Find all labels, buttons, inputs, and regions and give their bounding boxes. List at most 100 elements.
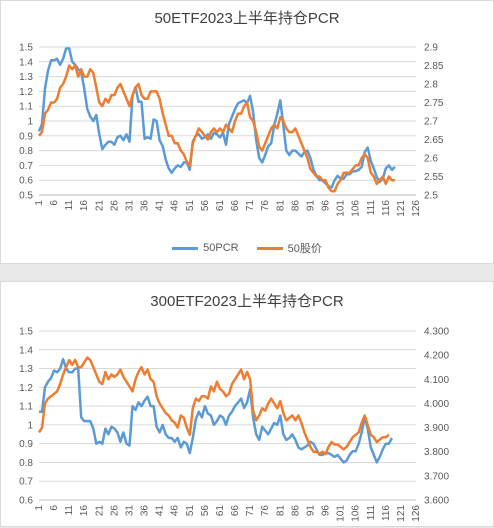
x-tick-label: 6: [49, 505, 60, 511]
x-tick-label: 1: [34, 200, 45, 206]
y-right-tick-label: 2.9: [424, 43, 438, 54]
x-tick-label: 56: [200, 200, 211, 212]
x-tick-label: 66: [230, 505, 241, 517]
legend-swatch-pcr: [172, 246, 199, 250]
y-left-tick-label: 0.9: [19, 439, 33, 450]
y-left-tick-label: 1.1: [19, 402, 33, 413]
y-right-tick-label: 2.55: [424, 172, 444, 183]
x-tick-label: 91: [305, 200, 316, 212]
x-tick-label: 56: [200, 505, 211, 517]
y-right-tick-label: 2.6: [424, 154, 438, 165]
x-tick-label: 11: [64, 505, 75, 516]
y-right-tick-label: 2.85: [424, 61, 444, 72]
y-left-tick-label: 0.7: [19, 161, 33, 172]
x-tick-label: 76: [260, 200, 271, 212]
y-left-tick-label: 1.5: [19, 43, 33, 54]
x-tick-label: 111: [366, 505, 377, 521]
legend-label: 50股价: [287, 243, 322, 255]
x-tick-label: 71: [245, 200, 256, 212]
y-left-tick-label: 1.4: [19, 57, 33, 68]
legend-label: 50PCR: [203, 242, 239, 254]
x-tick-label: 111: [366, 200, 377, 216]
y-left-tick-label: 1.3: [19, 364, 33, 375]
x-tick-label: 126: [411, 505, 422, 522]
x-tick-label: 31: [124, 505, 135, 517]
y-left-tick-label: 1.4: [19, 345, 33, 356]
y-right-tick-label: 4.200: [424, 351, 449, 362]
y-right-tick-label: 4.300: [424, 327, 449, 338]
x-tick-label: 76: [260, 505, 271, 517]
y-right-tick-label: 3.900: [424, 423, 449, 434]
x-tick-label: 46: [170, 505, 181, 517]
y-left-tick-label: 0.9: [19, 131, 33, 142]
chart-legend: 50PCR 50股价: [1, 240, 493, 256]
y-left-tick-label: 1.3: [19, 72, 33, 83]
x-tick-label: 41: [155, 505, 166, 517]
y-right-tick-label: 4.000: [424, 399, 449, 410]
legend-item-50pcr: 50PCR: [172, 240, 239, 256]
y-right-tick-label: 2.8: [424, 80, 438, 91]
y-left-tick-label: 0.8: [19, 458, 33, 469]
x-tick-label: 21: [94, 200, 105, 212]
y-left-tick-label: 0.6: [19, 496, 33, 507]
y-left-tick-label: 0.8: [19, 146, 33, 157]
chart-panel-300etf: 300ETF2023上半年持仓PCR 0.6 0.7 0.8 0.9 1 1.1 1.2 1.…: [0, 281, 494, 527]
y-left-tick-label: 0.5: [19, 191, 33, 202]
x-tick-label: 66: [230, 200, 241, 212]
y-left-tick-label: 1: [27, 117, 33, 128]
legend-item-50price: 50股价: [256, 240, 322, 256]
x-tick-label: 46: [170, 200, 181, 212]
x-tick-label: 81: [275, 200, 286, 212]
x-tick-label: 91: [305, 505, 316, 517]
x-tick-label: 86: [290, 505, 301, 517]
x-tick-label: 61: [215, 200, 226, 212]
x-tick-label: 121: [396, 200, 407, 217]
series-line-price: [38, 64, 395, 193]
y-left-tick-label: 1.2: [19, 87, 33, 98]
y-right-tick-label: 2.75: [424, 98, 444, 109]
chart-title: 50ETF2023上半年持仓PCR: [154, 10, 340, 27]
y-left-tick-label: 0.6: [19, 176, 33, 187]
series-line-pcr: [39, 357, 394, 464]
chart-title: 300ETF2023上半年持仓PCR: [150, 293, 344, 310]
chart-plot-area: 0.6 0.7 0.8 0.9 1 1.1 1.2 1.3 1.4 1.5 3.600 3.700 3.…: [19, 327, 449, 522]
x-tick-label: 81: [275, 505, 286, 517]
y-right-tick-label: 3.600: [424, 496, 449, 507]
x-tick-label: 11: [64, 200, 75, 211]
y-left-tick-label: 1.5: [19, 327, 33, 338]
y-right-tick-label: 2.7: [424, 117, 438, 128]
y-left-tick-label: 1.1: [19, 102, 33, 113]
x-tick-label: 61: [215, 505, 226, 517]
x-tick-label: 21: [94, 505, 105, 517]
x-tick-label: 26: [109, 505, 120, 517]
x-tick-label: 86: [290, 200, 301, 212]
series-line-price: [37, 356, 390, 456]
x-tick-label: 101: [336, 200, 347, 217]
x-tick-label: 16: [79, 505, 90, 517]
x-tick-label: 96: [321, 505, 332, 517]
y-left-tick-label: 1.2: [19, 383, 33, 394]
y-right-tick-label: 3.700: [424, 471, 449, 482]
x-tick-label: 36: [140, 505, 151, 517]
x-tick-label: 101: [336, 505, 347, 522]
x-tick-label: 126: [411, 200, 422, 217]
x-tick-label: 106: [351, 200, 362, 217]
x-tick-label: 26: [109, 200, 120, 212]
x-tick-label: 106: [351, 505, 362, 522]
x-tick-label: 71: [245, 505, 256, 517]
x-tick-label: 116: [381, 505, 392, 521]
chart-plot-area: 0.5 0.6 0.7 0.8 0.9 1 1.1 1.2 1.3 1.4 1.5 2.5 2.55 2.…: [19, 43, 444, 217]
x-tick-label: 6: [49, 200, 60, 206]
x-tick-label: 36: [140, 200, 151, 212]
legend-swatch-price: [256, 246, 283, 250]
x-tick-label: 41: [155, 200, 166, 212]
y-right-tick-label: 3.800: [424, 447, 449, 458]
x-tick-label: 51: [185, 505, 196, 517]
x-tick-label: 16: [79, 200, 90, 212]
chart-panel-50etf: 50ETF2023上半年持仓PCR 0.5 0.6 0.7 0.8 0.9 1 1.1 1.2…: [0, 0, 494, 264]
x-tick-label: 31: [124, 200, 135, 212]
y-left-tick-label: 1: [27, 420, 33, 431]
x-tick-label: 51: [185, 200, 196, 212]
x-tick-label: 1: [34, 505, 45, 511]
series-line-pcr: [37, 47, 396, 189]
